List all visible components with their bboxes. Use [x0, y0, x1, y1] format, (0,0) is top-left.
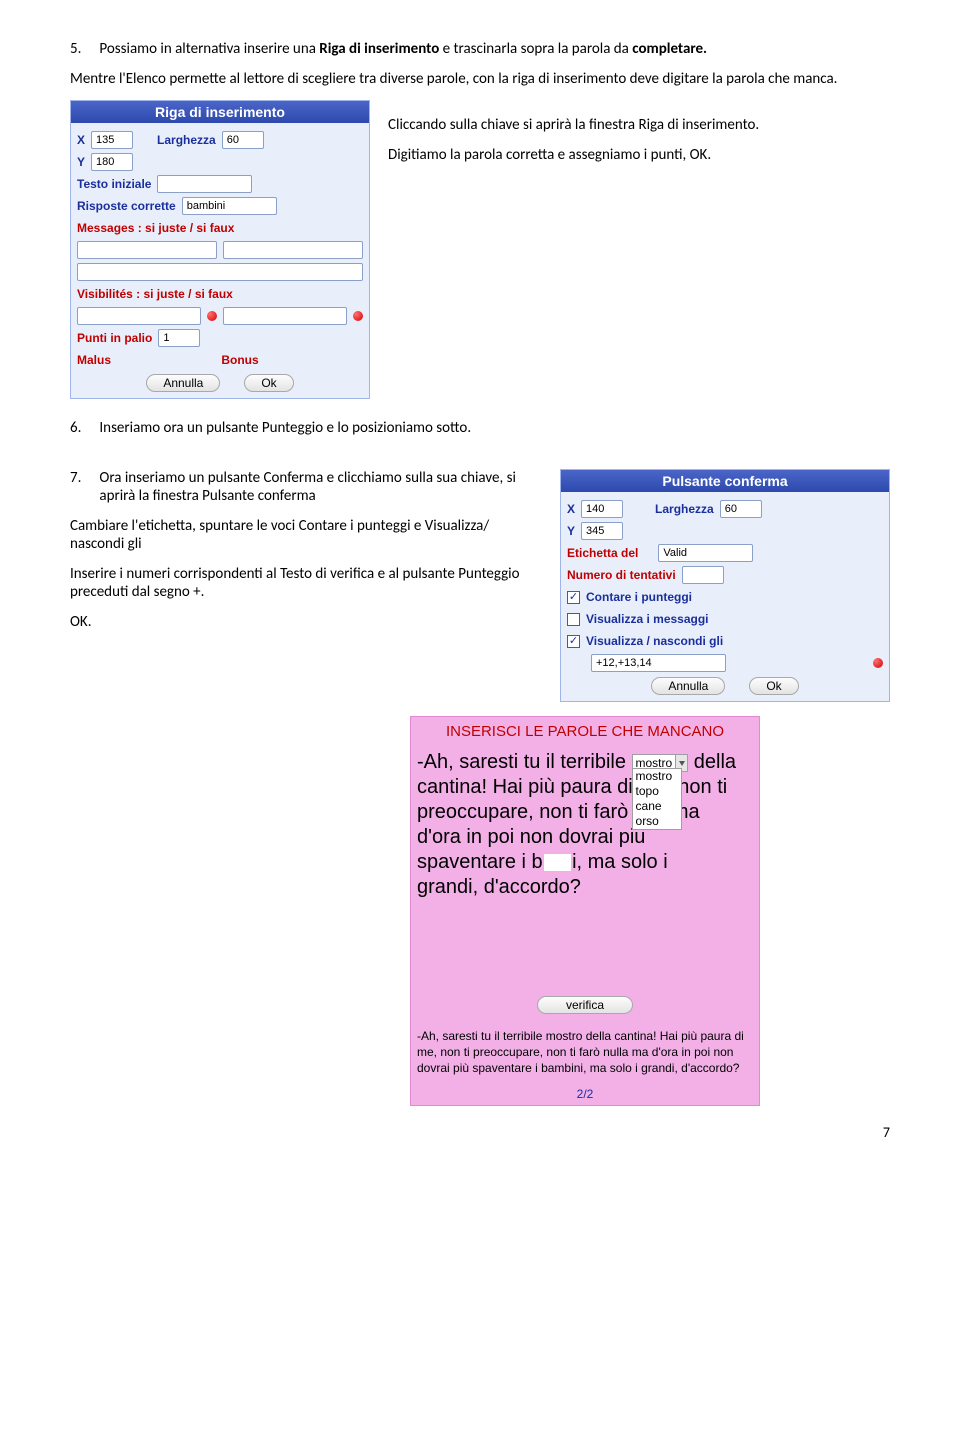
- y-input[interactable]: 345: [581, 522, 623, 540]
- panel-title: Pulsante conferma: [561, 470, 889, 492]
- larghezza-label: Larghezza: [157, 133, 216, 147]
- panel-pulsante-conferma: Pulsante conferma X 140 Larghezza 60 Y 3…: [560, 469, 890, 702]
- y-label: Y: [77, 155, 85, 169]
- chk-contare-label: Contare i punteggi: [586, 590, 692, 604]
- red-dot-icon: [873, 658, 883, 668]
- annulla-button[interactable]: Annulla: [146, 374, 220, 392]
- paragraph-cambiare: Cambiare l'etichetta, spuntare le voci C…: [70, 517, 542, 553]
- dropdown-option[interactable]: orso: [633, 814, 681, 829]
- red-dot-icon: [353, 311, 363, 321]
- item-text: Possiamo in alternativa inserire una Rig…: [99, 40, 889, 58]
- x-input[interactable]: 140: [581, 500, 623, 518]
- list-item-6: 6. Inseriamo ora un pulsante Punteggio e…: [70, 419, 890, 437]
- paragraph-ok: OK.: [70, 613, 542, 631]
- blank-field[interactable]: [543, 853, 572, 873]
- chk-visnas-label: Visualizza / nascondi gli: [586, 634, 723, 648]
- punti-input[interactable]: 1: [158, 329, 200, 347]
- dropdown-option[interactable]: topo: [633, 784, 681, 799]
- testo-iniziale-label: Testo iniziale: [77, 177, 151, 191]
- checkbox-contare[interactable]: ✓: [567, 591, 580, 604]
- item-text: Inseriamo ora un pulsante Punteggio e lo…: [99, 419, 889, 437]
- numbered-list: 6. Inseriamo ora un pulsante Punteggio e…: [70, 419, 890, 437]
- verifica-button[interactable]: verifica: [537, 996, 633, 1014]
- checkbox-visualizza-msg[interactable]: [567, 613, 580, 626]
- item-text: Ora inseriamo un pulsante Conferma e cli…: [99, 469, 541, 505]
- item-number: 7.: [70, 469, 96, 487]
- messages-label: Messages : si juste / si faux: [77, 221, 234, 235]
- annulla-button[interactable]: Annulla: [651, 677, 725, 695]
- risposte-label: Risposte corrette: [77, 199, 176, 213]
- msg-extra-input[interactable]: [77, 263, 363, 281]
- list-item-5: 5. Possiamo in alternativa inserire una …: [70, 40, 890, 58]
- exercise-body: -Ah, saresti tu il terribile mostro most…: [411, 750, 759, 906]
- etichetta-input[interactable]: Valid: [658, 544, 753, 562]
- numtent-input[interactable]: [682, 566, 724, 584]
- paragraph-elenco: Mentre l'Elenco permette al lettore di s…: [70, 70, 890, 88]
- msg-juste-input[interactable]: [77, 241, 217, 259]
- etichetta-label: Etichetta del: [567, 546, 638, 560]
- panel-title: Riga di inserimento: [71, 101, 369, 123]
- x-label: X: [77, 133, 85, 147]
- dropdown-wrap: mostro mostro topo cane orso: [632, 750, 689, 775]
- panel-riga-inserimento: Riga di inserimento X 135 Larghezza 60 Y…: [70, 100, 370, 399]
- numtent-label: Numero di tentativi: [567, 568, 676, 582]
- larghezza-input[interactable]: 60: [720, 500, 762, 518]
- numbered-list: 7. Ora inseriamo un pulsante Conferma e …: [70, 469, 542, 505]
- dropdown-option[interactable]: mostro: [633, 769, 681, 784]
- larghezza-label: Larghezza: [655, 502, 714, 516]
- y-input[interactable]: 180: [91, 153, 133, 171]
- exercise-title: INSERISCI LE PAROLE CHE MANCANO: [411, 717, 759, 750]
- side-line-2: Digitiamo la parola corretta e assegniam…: [388, 146, 890, 164]
- ok-button[interactable]: Ok: [244, 374, 293, 392]
- page-number: 7: [70, 1124, 890, 1141]
- checkbox-visualizza-nascondi[interactable]: ✓: [567, 635, 580, 648]
- side-line-1: Cliccando sulla chiave si aprirà la fine…: [388, 116, 890, 134]
- y-label: Y: [567, 524, 575, 538]
- dropdown-list[interactable]: mostro topo cane orso: [632, 768, 682, 830]
- malus-label: Malus: [77, 353, 111, 367]
- dropdown-option[interactable]: cane: [633, 799, 681, 814]
- ok-button[interactable]: Ok: [749, 677, 798, 695]
- item-number: 6.: [70, 419, 96, 437]
- x-input[interactable]: 135: [91, 131, 133, 149]
- side-text: Cliccando sulla chiave si aprirà la fine…: [388, 100, 890, 399]
- exercise-footer: -Ah, saresti tu il terribile mostro dell…: [411, 1024, 759, 1083]
- testo-iniziale-input[interactable]: [157, 175, 252, 193]
- list-item-7: 7. Ora inseriamo un pulsante Conferma e …: [70, 469, 542, 505]
- bonus-label: Bonus: [221, 353, 258, 367]
- visnas-input[interactable]: +12,+13,14: [591, 654, 726, 672]
- x-label: X: [567, 502, 575, 516]
- figure-row-1: Riga di inserimento X 135 Larghezza 60 Y…: [70, 100, 890, 399]
- figure-row-2: 7. Ora inseriamo un pulsante Conferma e …: [70, 469, 890, 702]
- vis-juste-input[interactable]: [77, 307, 201, 325]
- risposte-input[interactable]: bambini: [182, 197, 277, 215]
- visibilites-label: Visibilités : si juste / si faux: [77, 287, 233, 301]
- item-number: 5.: [70, 40, 96, 58]
- vis-faux-input[interactable]: [223, 307, 347, 325]
- exercise-preview: INSERISCI LE PAROLE CHE MANCANO -Ah, sar…: [410, 716, 760, 1106]
- red-dot-icon: [207, 311, 217, 321]
- exercise-pager: 2/2: [411, 1083, 759, 1105]
- larghezza-input[interactable]: 60: [222, 131, 264, 149]
- paragraph-inserire: Inserire i numeri corrispondenti al Test…: [70, 565, 542, 601]
- chk-vismsg-label: Visualizza i messaggi: [586, 612, 709, 626]
- msg-faux-input[interactable]: [223, 241, 363, 259]
- punti-label: Punti in palio: [77, 331, 152, 345]
- numbered-list: 5. Possiamo in alternativa inserire una …: [70, 40, 890, 58]
